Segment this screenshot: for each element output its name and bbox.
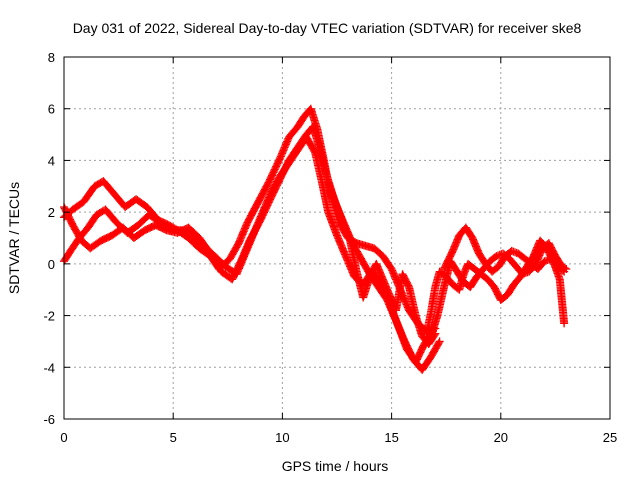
series-track-7 [440,223,569,276]
data-point [560,319,569,328]
axis-ticks: 0 5 10 15 20 25 -6 -4 -2 0 2 4 6 8 [43,50,617,445]
data-point [560,267,569,276]
y-tick-label: 6 [48,102,55,117]
y-tick-label: 8 [48,50,55,65]
plot-frame [63,56,611,420]
x-tick-label: 25 [603,430,617,445]
y-axis-label: SDTVAR / TECUs [6,182,22,294]
chart-title: Day 031 of 2022, Sidereal Day-to-day VTE… [73,20,582,36]
y-tick-label: -4 [43,360,55,375]
series-track-4 [326,184,440,349]
x-tick-label: 5 [170,430,177,445]
data-point-interp [434,338,443,347]
data-point [435,337,444,346]
series-track-3 [60,122,444,374]
x-tick-label: 10 [275,430,289,445]
x-tick-label: 15 [384,430,398,445]
x-tick-label: 0 [60,430,67,445]
x-axis-label: GPS time / hours [282,458,389,474]
x-tick-label: 20 [494,430,508,445]
y-tick-label: 4 [48,153,55,168]
y-tick-label: -2 [43,309,55,324]
y-tick-label: -6 [43,412,55,427]
data-point-interp [558,266,567,275]
data-points [60,104,571,374]
y-tick-label: 0 [48,257,55,272]
grid-lines [64,57,610,419]
y-tick-label: 2 [48,205,55,220]
